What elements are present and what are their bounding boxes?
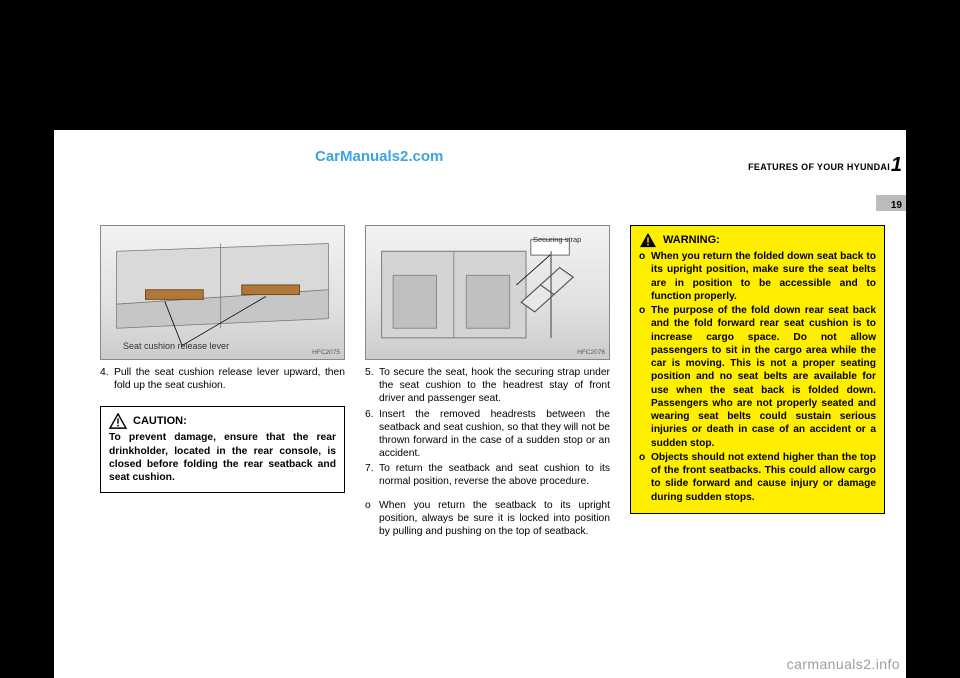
step-5: 5. To secure the seat, hook the securing… xyxy=(365,366,610,406)
step-text: Pull the seat cushion release lever upwa… xyxy=(114,366,345,392)
caution-box: CAUTION: To prevent damage, ensure that … xyxy=(100,406,345,493)
step-list-col2: 5. To secure the seat, hook the securing… xyxy=(365,366,610,538)
step-text: To return the seatback and seat cushion … xyxy=(379,462,610,488)
figure-label: Securing strap xyxy=(533,236,581,244)
warning-item: o When you return the folded down seat b… xyxy=(639,250,876,303)
warning-triangle-icon xyxy=(109,413,127,429)
step-number: 7. xyxy=(365,462,379,488)
step-4: 4. Pull the seat cushion release lever u… xyxy=(100,366,345,392)
seat-cushion-illustration xyxy=(107,232,338,357)
note-bullet: o xyxy=(365,499,379,539)
section-title: FEATURES OF YOUR HYUNDAI xyxy=(748,162,890,172)
figure-seat-cushion: Seat cushion release lever HFC2075 xyxy=(100,225,345,360)
figure-code: HFC2076 xyxy=(577,349,605,357)
step-number: 6. xyxy=(365,408,379,461)
footer-watermark: carmanuals2.info xyxy=(787,656,900,672)
caution-title: CAUTION: xyxy=(133,414,187,428)
warning-triangle-icon xyxy=(639,232,657,248)
page-number: 19 xyxy=(891,200,902,211)
note-item: o When you return the seatback to its up… xyxy=(365,499,610,539)
warning-text: Objects should not extend higher than th… xyxy=(651,451,876,504)
step-number: 4. xyxy=(100,366,114,392)
warning-item: o Objects should not extend higher than … xyxy=(639,451,876,504)
warning-box: WARNING: o When you return the folded do… xyxy=(630,225,885,514)
column-3: WARNING: o When you return the folded do… xyxy=(630,225,885,514)
securing-strap-illustration xyxy=(372,232,603,357)
warning-title: WARNING: xyxy=(663,233,720,247)
warning-bullet: o xyxy=(639,304,651,450)
warning-text: The purpose of the fold down rear seat b… xyxy=(651,304,876,450)
step-text: Insert the removed headrests between the… xyxy=(379,408,610,461)
warning-bullet: o xyxy=(639,451,651,504)
figure-label: Seat cushion release lever xyxy=(123,341,229,353)
figure-securing-strap: Securing strap HFC2076 xyxy=(365,225,610,360)
step-list-col1: 4. Pull the seat cushion release lever u… xyxy=(100,366,345,392)
watermark-top: CarManuals2.com xyxy=(315,148,443,165)
step-number: 5. xyxy=(365,366,379,406)
step-7: 7. To return the seatback and seat cushi… xyxy=(365,462,610,488)
step-text: To secure the seat, hook the securing st… xyxy=(379,366,610,406)
warning-bullet: o xyxy=(639,250,651,303)
caution-body: To prevent damage, ensure that the rear … xyxy=(109,431,336,484)
note-text: When you return the seatback to its upri… xyxy=(379,499,610,539)
step-6: 6. Insert the removed headrests between … xyxy=(365,408,610,461)
warning-text: When you return the folded down seat bac… xyxy=(651,250,876,303)
warning-item: o The purpose of the fold down rear seat… xyxy=(639,304,876,450)
figure-code: HFC2075 xyxy=(312,349,340,357)
chapter-number: 1 xyxy=(891,154,902,177)
column-2: Securing strap HFC2076 5. To secure the … xyxy=(365,225,610,540)
column-1: Seat cushion release lever HFC2075 4. Pu… xyxy=(100,225,345,493)
